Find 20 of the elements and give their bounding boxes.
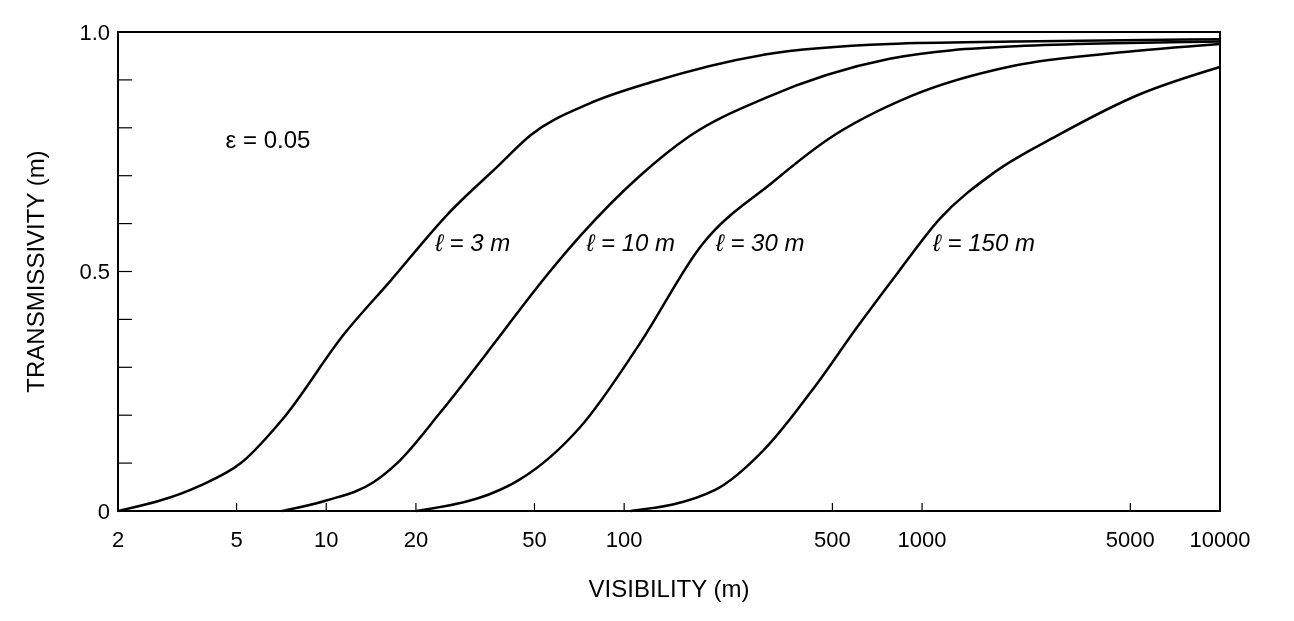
x-tick-label: 500 — [814, 527, 851, 552]
series-label: ℓ = 30 m — [714, 229, 805, 257]
x-tick-label: 50 — [522, 527, 547, 552]
x-tick-label: 10000 — [1189, 527, 1251, 552]
x-tick-label: 10 — [314, 527, 339, 552]
annotation: ε = 0.05 — [225, 126, 311, 153]
x-tick-label: 2 — [111, 527, 125, 552]
y-tick-label: 0 — [97, 498, 110, 524]
x-tick-label: 1000 — [897, 527, 947, 552]
y-tick-label: 1.0 — [79, 19, 110, 45]
y-tick-label: 0.5 — [79, 259, 110, 285]
x-tick-label: 5000 — [1105, 527, 1155, 552]
x-axis-title: VISIBILITY (m) — [588, 575, 750, 602]
y-axis-title: TRANSMISSIVITY (m) — [22, 150, 49, 393]
x-tick-label: 100 — [605, 527, 643, 552]
series-label: ℓ = 150 m — [932, 229, 1035, 257]
x-tick-label: 20 — [403, 527, 429, 552]
x-tick-label: 5 — [230, 527, 243, 552]
series-label: ℓ = 10 m — [585, 229, 675, 257]
series-label: ℓ = 3 m — [434, 229, 511, 257]
